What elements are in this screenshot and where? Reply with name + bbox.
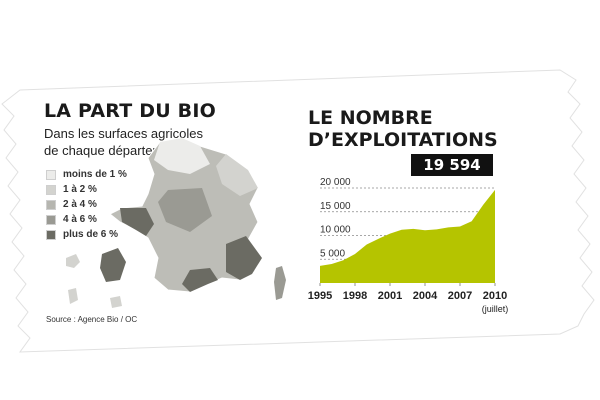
map-region-light-north — [154, 138, 210, 174]
martinique — [68, 288, 78, 304]
x-tick-label: 2004 — [413, 290, 438, 302]
y-tick-label: 5 000 — [320, 248, 345, 259]
y-tick-label: 20 000 — [320, 177, 351, 188]
legend-swatch — [46, 199, 56, 210]
map-region-dark-southeast — [226, 236, 262, 280]
reunion — [110, 296, 122, 308]
source-note: Source : Agence Bio / OC — [46, 315, 138, 324]
legend-label: plus de 6 % — [63, 229, 119, 240]
map-legend: moins de 1 % 1 à 2 % 2 à 4 % 4 à 6 % plu… — [46, 167, 127, 242]
y-tick-label: 10 000 — [320, 225, 351, 236]
legend-swatch — [46, 169, 56, 180]
corsica — [274, 266, 286, 300]
guadeloupe — [66, 254, 80, 268]
x-axis-ticks: 1995 1998 2001 2004 2007 2010 — [308, 283, 507, 302]
legend-item: 4 à 6 % — [46, 212, 127, 227]
latest-value-callout: 19 594 — [411, 154, 493, 176]
area-series — [320, 189, 495, 283]
legend-label: moins de 1 % — [63, 169, 127, 180]
y-axis-ticks: 5 000 10 000 15 000 20 000 — [320, 177, 351, 259]
legend-item: 1 à 2 % — [46, 182, 127, 197]
x-tick-label: 1998 — [343, 290, 367, 302]
x-axis-note: (juillet) — [482, 304, 509, 314]
legend-label: 4 à 6 % — [63, 214, 97, 225]
map-region-mid-center — [158, 188, 212, 232]
map-region-dark-south — [182, 268, 218, 292]
map-subtitle-line2: de chaque département — [44, 143, 182, 158]
area-chart: 5 000 10 000 15 000 20 000 1995 1998 2001 2004… — [308, 177, 509, 314]
map-region-dark-west — [120, 208, 154, 236]
map-title: LA PART DU BIO — [44, 100, 216, 122]
france-map — [66, 137, 286, 308]
legend-item: moins de 1 % — [46, 167, 127, 182]
x-tick-label: 1995 — [308, 290, 332, 302]
x-tick-label: 2001 — [378, 290, 402, 302]
chart-title: LE NOMBRE D’EXPLOITATIONS — [308, 107, 568, 151]
x-tick-label: 2010 — [483, 290, 507, 302]
guyane — [100, 248, 126, 282]
legend-swatch — [46, 184, 56, 195]
legend-label: 1 à 2 % — [63, 184, 97, 195]
legend-label: 2 à 4 % — [63, 199, 97, 210]
legend-item: plus de 6 % — [46, 227, 127, 242]
chart-title-line2: D’EXPLOITATIONS — [308, 129, 498, 151]
x-tick-label: 2007 — [448, 290, 472, 302]
chart-title-line1: LE NOMBRE — [308, 107, 433, 129]
map-region-mid-east — [216, 154, 258, 196]
legend-item: 2 à 4 % — [46, 197, 127, 212]
legend-swatch — [46, 214, 56, 225]
map-subtitle: Dans les surfaces agricoles de chaque dé… — [44, 125, 294, 159]
left-panel: LA PART DU BIO Dans les surfaces agricol… — [44, 100, 294, 159]
y-tick-label: 15 000 — [320, 201, 351, 212]
legend-swatch — [46, 229, 56, 240]
map-subtitle-line1: Dans les surfaces agricoles — [44, 126, 203, 141]
